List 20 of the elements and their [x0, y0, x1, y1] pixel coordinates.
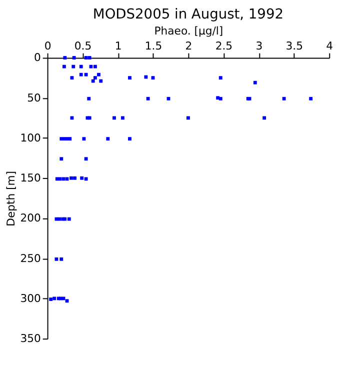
x-tick-label: 0.5: [74, 39, 92, 52]
x-axis-title: Phaeo. [µg/l]: [154, 24, 224, 38]
x-tick-label: 2: [185, 39, 192, 52]
x-tick-label: 4: [326, 39, 334, 52]
y-tick-label: 0: [34, 51, 42, 64]
y-tick-label: 200: [20, 212, 41, 225]
y-tick-label: 50: [27, 91, 42, 104]
y-tick-label: 350: [20, 332, 41, 346]
x-tick-label: 1.5: [144, 39, 162, 52]
y-tick-label: 300: [20, 292, 41, 305]
y-tick-label: 100: [20, 131, 41, 144]
x-tick-label: 2.5: [215, 39, 233, 52]
x-tick-label: 3.5: [286, 39, 304, 52]
y-tick-label: 250: [20, 252, 41, 265]
x-tick-label: 3: [256, 39, 263, 52]
y-tick-label: 150: [20, 172, 41, 185]
y-axis-title: Depth [m]: [4, 170, 18, 226]
chart-title: MODS2005 in August, 1992: [92, 6, 284, 22]
x-tick-label: 0: [44, 39, 52, 52]
x-tick-label: 1: [114, 39, 122, 52]
